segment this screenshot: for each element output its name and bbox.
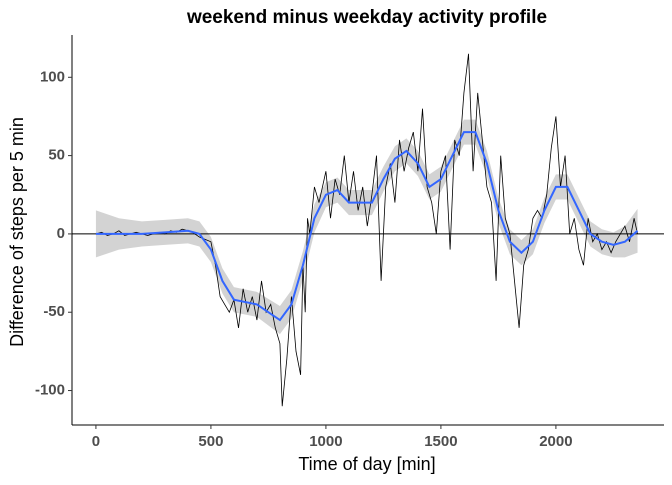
y-axis-title: Difference of steps per 5 min xyxy=(7,117,27,347)
x-tick-label: 1000 xyxy=(309,433,342,450)
x-tick-label: 2000 xyxy=(539,433,572,450)
chart-title: weekend minus weekday activity profile xyxy=(186,7,547,28)
y-tick-label: -50 xyxy=(43,303,65,320)
y-tick-label: 100 xyxy=(40,68,65,85)
x-tick-label: 1500 xyxy=(424,433,457,450)
x-tick-label: 0 xyxy=(92,433,100,450)
smooth-line xyxy=(95,131,639,322)
y-tick-label: 50 xyxy=(48,147,65,164)
y-tick-label: -100 xyxy=(35,382,65,399)
x-tick-label: 500 xyxy=(198,433,223,450)
y-tick-label: 0 xyxy=(57,225,65,242)
x-axis-title: Time of day [min] xyxy=(298,454,435,474)
raw-line xyxy=(95,53,638,407)
